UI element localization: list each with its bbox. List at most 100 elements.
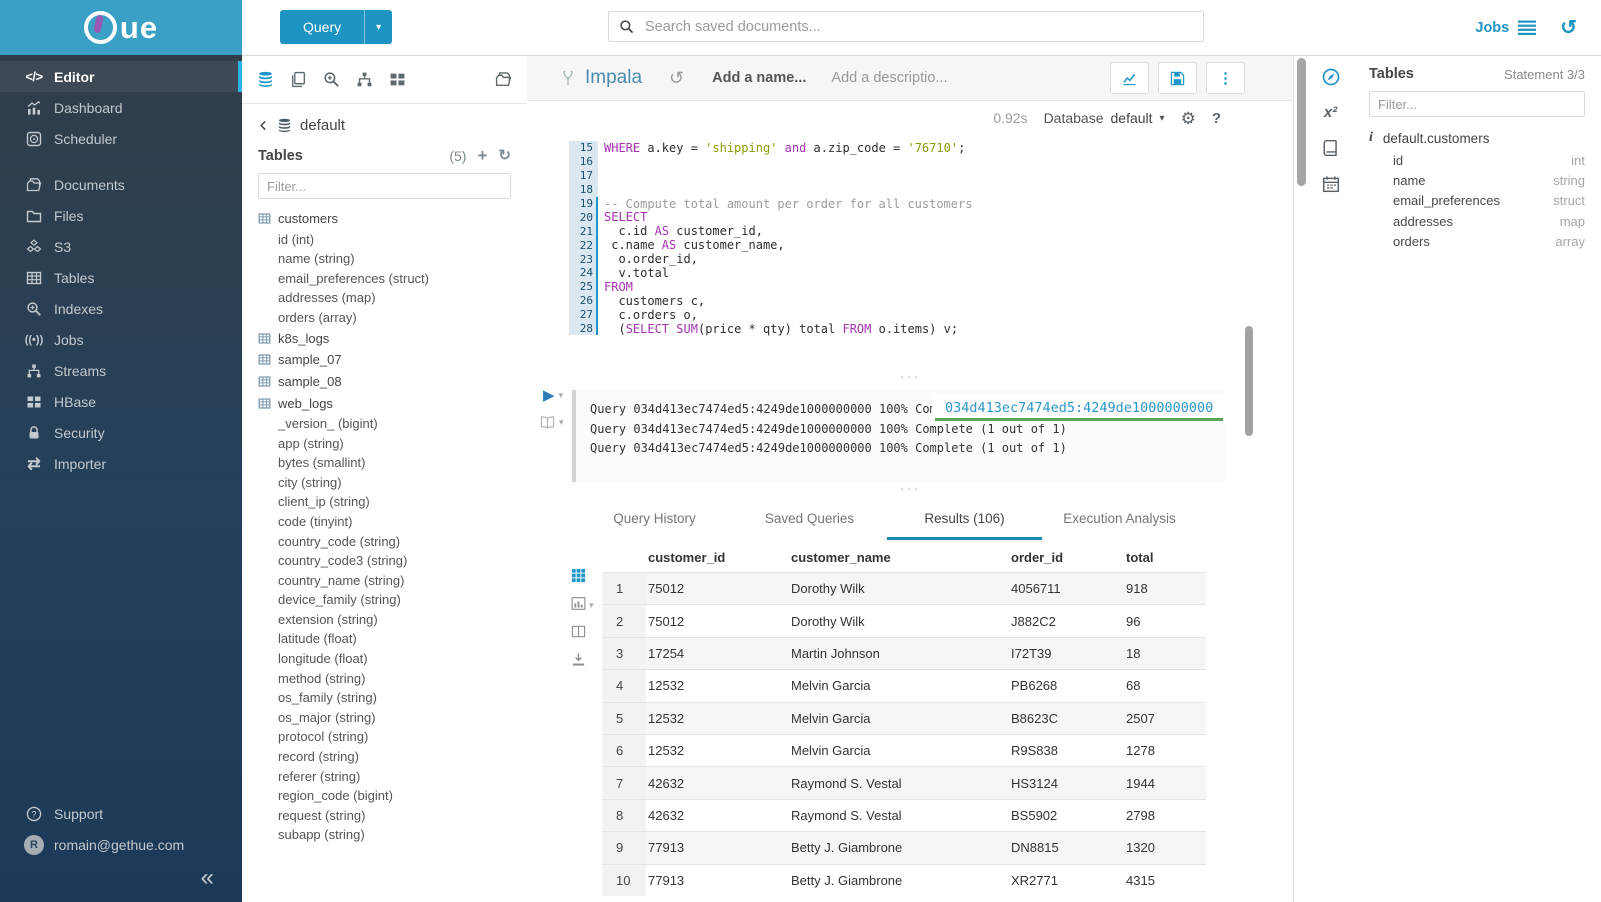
column-header[interactable]: customer_name [791, 549, 891, 565]
column-item[interactable]: client_ip (string) [278, 494, 370, 510]
resize-grip[interactable]: ··· [900, 480, 920, 496]
code-text[interactable]: FROM [604, 279, 633, 294]
tab-saved-queries[interactable]: Saved Queries [764, 511, 855, 526]
table-row[interactable]: 9 77913 Betty J. Giambrone DN8815 1320 [602, 831, 1206, 864]
sidebar-item-streams[interactable]: Streams [0, 355, 242, 386]
chart-view-button[interactable]: ▾ [571, 596, 594, 611]
column-item[interactable]: latitude (float) [278, 631, 357, 647]
table-row[interactable]: 3 17254 Martin Johnson I72T39 18 [602, 636, 1206, 670]
chart-button[interactable] [1110, 62, 1149, 94]
tables-filter-input[interactable] [258, 173, 511, 199]
help-icon[interactable]: ? [1211, 109, 1221, 127]
hue-logo[interactable]: ue [83, 11, 158, 44]
column-item[interactable]: record (string) [278, 749, 359, 765]
column-item[interactable]: protocol (string) [278, 729, 369, 745]
column-item[interactable]: email_preferences (struct) [278, 270, 429, 286]
column-item[interactable]: app (string) [278, 435, 344, 451]
code-text[interactable]: v.total [604, 265, 670, 280]
active-table-row[interactable]: i default.customers [1369, 130, 1585, 146]
sidebar-item-documents[interactable]: Documents [0, 169, 242, 200]
grid-view-button[interactable] [571, 568, 594, 583]
query-dropdown-button[interactable]: ▾ [364, 10, 392, 44]
tab-query-history[interactable]: Query History [613, 511, 696, 526]
resize-grip[interactable]: ··· [900, 368, 920, 384]
code-editor[interactable]: 15 WHERE a.key = 'shipping' and a.zip_cod… [527, 136, 1293, 436]
code-text[interactable]: c.orders o, [604, 307, 698, 322]
table-row[interactable]: 1 75012 Dorothy Wilk 4056711 918 [602, 572, 1206, 605]
sitemap-icon[interactable] [356, 71, 373, 88]
column-header[interactable]: order_id [1011, 549, 1064, 565]
code-text[interactable]: o.order_id, [604, 252, 698, 267]
column-item[interactable]: referer (string) [278, 768, 361, 784]
sidebar-item-scheduler[interactable]: Scheduler [0, 123, 242, 154]
sidebar-item-tables[interactable]: Tables [0, 262, 242, 293]
zoom-in-icon[interactable] [323, 71, 340, 88]
column-item[interactable]: country_name (string) [278, 572, 405, 588]
table-item[interactable]: sample_07 [258, 349, 511, 371]
column-item[interactable]: method (string) [278, 670, 366, 686]
execute-button[interactable]: ▶ ▾ [543, 388, 563, 403]
tab-results-106[interactable]: Results (106) [887, 502, 1042, 540]
table-row[interactable]: 8 42632 Raymond S. Vestal BS5902 2798 [602, 798, 1206, 832]
query-name-field[interactable]: Add a name... [712, 70, 807, 86]
column-item[interactable]: _version_ (bigint) [278, 415, 378, 431]
database-breadcrumb[interactable]: default [258, 117, 511, 134]
code-text[interactable]: WHERE a.key = 'shipping' and a.zip_code … [604, 140, 966, 155]
folder-open-icon[interactable] [495, 71, 512, 88]
query-history-icon[interactable]: ↺ [1560, 16, 1577, 39]
add-table-icon[interactable]: + [477, 146, 488, 165]
code-text[interactable]: -- Compute total amount per order for al… [604, 196, 973, 211]
column-item[interactable]: subapp (string) [278, 827, 365, 843]
column-item[interactable]: name (string) [278, 251, 355, 267]
presentation-mode-button[interactable]: ▾ [540, 416, 564, 429]
database-selector[interactable]: Database default ▾ [1043, 110, 1165, 126]
code-text[interactable]: customers c, [604, 293, 706, 308]
search-input[interactable] [643, 17, 1193, 36]
sidebar-item-files[interactable]: Files [0, 200, 242, 231]
code-text[interactable]: c.id AS customer_id, [604, 224, 763, 239]
column-item[interactable]: orders array [1369, 231, 1585, 251]
code-text[interactable] [598, 183, 604, 197]
table-row[interactable]: 7 42632 Raymond S. Vestal HS3124 1944 [602, 766, 1206, 799]
table-item[interactable]: k8s_logs [258, 328, 511, 350]
column-item[interactable]: code (tinyint) [278, 513, 353, 529]
code-text[interactable] [598, 155, 604, 169]
databases-icon[interactable] [257, 71, 274, 88]
editor-history-icon[interactable]: ↺ [669, 68, 685, 88]
table-row[interactable]: 5 12532 Melvin Garcia B8623C 2507 [602, 701, 1206, 734]
column-item[interactable]: orders (array) [278, 309, 357, 325]
jobs-link[interactable]: Jobs [1475, 20, 1537, 36]
column-header[interactable]: total [1126, 549, 1154, 565]
column-item[interactable]: region_code (bigint) [278, 788, 393, 804]
download-button[interactable] [571, 652, 594, 667]
column-item[interactable]: os_family (string) [278, 690, 377, 706]
table-row[interactable]: 4 12532 Melvin Garcia PB6268 68 [602, 669, 1206, 702]
schedule-calendar-icon[interactable] [1322, 175, 1340, 193]
table-row[interactable]: 10 77913 Betty J. Giambrone XR2771 4315 [602, 863, 1206, 896]
documents-icon[interactable] [290, 71, 307, 88]
sidebar-item-indexes[interactable]: Indexes [0, 293, 242, 324]
right-filter-input[interactable] [1369, 91, 1585, 117]
column-item[interactable]: id int [1369, 150, 1585, 170]
column-item[interactable]: longitude (float) [278, 651, 368, 667]
apps-grid-icon[interactable] [389, 71, 406, 88]
sidebar-item-user[interactable]: R romain@gethue.com [0, 829, 242, 860]
column-item[interactable]: bytes (smallint) [278, 455, 366, 471]
sidebar-item-importer[interactable]: ⇄ Importer [0, 448, 242, 479]
sidebar-item-s3[interactable]: S3 [0, 231, 242, 262]
sidebar-item-security[interactable]: Security [0, 417, 242, 448]
column-item[interactable]: time (string) [258, 845, 511, 848]
collapse-sidebar-icon[interactable]: « [200, 864, 214, 891]
settings-gear-icon[interactable]: ⚙ [1180, 108, 1196, 128]
code-text[interactable]: c.name AS customer_name, [604, 238, 785, 253]
sidebar-item-support[interactable]: ? Support [0, 798, 242, 829]
column-item[interactable]: email_preferences struct [1369, 191, 1585, 211]
more-actions-button[interactable]: ⋮ [1206, 62, 1245, 94]
column-item[interactable]: name string [1369, 170, 1585, 190]
table-item[interactable]: customers [258, 208, 511, 230]
refresh-icon[interactable]: ↻ [498, 147, 511, 164]
editor-assistant-icon[interactable] [1322, 68, 1340, 86]
columns-button[interactable] [571, 624, 594, 639]
column-item[interactable]: extension (string) [278, 611, 378, 627]
language-reference-icon[interactable] [1322, 139, 1340, 157]
